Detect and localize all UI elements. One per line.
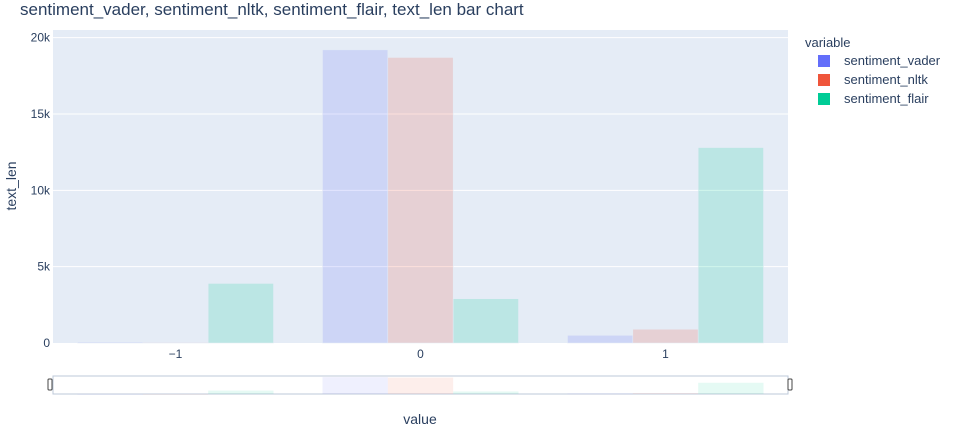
bar[interactable] (207, 283, 274, 344)
legend-label: sentiment_vader (844, 53, 941, 68)
bar[interactable] (697, 147, 764, 344)
x-tick-label: −1 (169, 347, 183, 361)
x-tick-label: 0 (417, 347, 424, 361)
range-slider-bar (322, 377, 388, 394)
x-axis-title: value (403, 411, 437, 425)
legend-item[interactable]: sentiment_vader (818, 53, 941, 68)
bar[interactable] (452, 298, 519, 344)
x-tick-label: 1 (662, 347, 669, 361)
legend-label: sentiment_flair (844, 91, 929, 106)
legend-swatch (818, 55, 830, 67)
y-tick-label: 5k (37, 260, 51, 274)
bars (77, 49, 764, 344)
range-slider-bar (142, 393, 209, 395)
plot-area (53, 30, 788, 343)
range-slider-bar (77, 393, 143, 395)
legend-item[interactable]: sentiment_flair (818, 91, 929, 106)
legend-swatch (818, 93, 830, 105)
range-slider-left-handle[interactable] (47, 378, 53, 391)
legend-title: variable (805, 35, 851, 50)
chart-title: sentiment_vader, sentiment_nltk, sentime… (20, 0, 524, 19)
y-axis-title: text_len (3, 161, 19, 210)
bar[interactable] (322, 49, 389, 344)
bar[interactable] (632, 329, 699, 344)
bar[interactable] (567, 335, 634, 344)
range-slider-bars (77, 377, 764, 395)
bar[interactable] (77, 341, 144, 344)
range-slider[interactable] (47, 375, 793, 395)
y-tick-label: 20k (31, 31, 51, 45)
y-tick-label: 10k (31, 183, 51, 197)
legend-swatch (818, 74, 830, 86)
legend-label: sentiment_nltk (844, 72, 928, 87)
gridlines (53, 37, 788, 268)
range-slider-bar (387, 377, 454, 394)
range-slider-bar (632, 393, 699, 394)
bar[interactable] (142, 342, 209, 344)
range-slider-bar (698, 382, 764, 394)
range-slider-bar (208, 390, 274, 394)
x-axis-ticks: −1 0 1 (169, 347, 670, 361)
legend: variable sentiment_vader sentiment_nltkse… (805, 35, 941, 106)
y-axis-ticks: 0 5k 10k 15k 20k (31, 31, 51, 350)
range-slider-bar (453, 391, 519, 394)
y-tick-label: 0 (43, 336, 50, 350)
range-slider-bar (567, 393, 633, 395)
y-tick-label: 15k (31, 107, 51, 121)
legend-item[interactable]: sentiment_nltk (818, 72, 928, 87)
bar[interactable] (387, 57, 454, 344)
range-slider-right-handle[interactable] (787, 378, 793, 391)
